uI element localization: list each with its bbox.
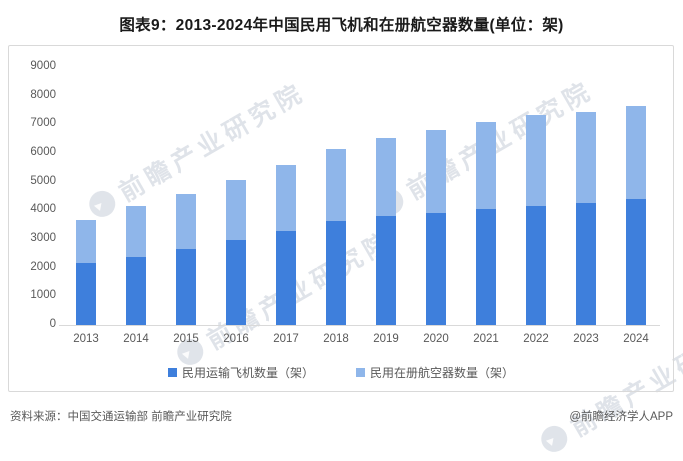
bar-segment-registered-aircraft <box>126 205 146 258</box>
footer: 资料来源：中国交通运输部 前瞻产业研究院 @前瞻经济学人APP <box>0 408 683 424</box>
bar-group-2018 <box>326 149 346 325</box>
bar-segment-transport-aircraft <box>226 240 246 325</box>
bar-group-2014 <box>126 205 146 325</box>
bar-segment-transport-aircraft <box>426 213 446 325</box>
legend-label: 民用运输飞机数量（架） <box>181 366 314 380</box>
x-axis-line <box>59 325 660 326</box>
x-tick-label: 2013 <box>73 333 99 345</box>
y-tick-label: 1000 <box>30 289 56 302</box>
chart-title: 图表9：2013-2024年中国民用飞机和在册航空器数量(单位：架) <box>119 17 564 34</box>
bar-segment-transport-aircraft <box>626 199 646 325</box>
bar-group-2020 <box>426 130 446 325</box>
bar-group-2022 <box>526 114 546 325</box>
bar-segment-transport-aircraft <box>326 220 346 325</box>
x-tick-label: 2017 <box>273 333 299 345</box>
credit-note: @前瞻经济学人APP <box>569 411 673 423</box>
bar-segment-registered-aircraft <box>626 105 646 200</box>
bar-group-2015 <box>176 194 196 325</box>
bar-segment-registered-aircraft <box>476 122 496 209</box>
legend-swatch-dark-blue <box>167 368 177 377</box>
bar-segment-registered-aircraft <box>526 114 546 206</box>
bar-segment-registered-aircraft <box>226 180 246 241</box>
bar-segment-transport-aircraft <box>76 263 96 325</box>
bar-segment-transport-aircraft <box>476 208 496 325</box>
legend: 民用运输飞机数量（架） 民用在册航空器数量（架） <box>9 364 673 381</box>
bar-group-2016 <box>226 180 246 325</box>
bar-group-2023 <box>576 111 596 325</box>
bar-group-2013 <box>76 219 96 325</box>
bar-group-2021 <box>476 122 496 325</box>
y-tick-label: 9000 <box>30 60 56 72</box>
x-tick-label: 2022 <box>523 333 549 345</box>
chart-page: { "title": "图表9：2013-2024年中国民用飞机和在册航空器数量… <box>0 0 683 442</box>
x-tick-label: 2023 <box>573 333 599 345</box>
x-tick-label: 2019 <box>373 333 399 345</box>
x-tick-label: 2020 <box>423 333 449 345</box>
bar-segment-registered-aircraft <box>276 164 296 231</box>
source-note: 资料来源：中国交通运输部 前瞻产业研究院 <box>10 411 232 423</box>
y-tick-label: 7000 <box>30 117 56 130</box>
chart-panel: 0 1000 2000 3000 4000 5000 6000 7000 8000 9000 20… <box>8 45 674 392</box>
x-tick-label: 2015 <box>173 333 199 345</box>
bar-group-2019 <box>376 137 396 325</box>
y-tick-label: 3000 <box>30 232 56 244</box>
y-tick-label: 6000 <box>30 146 56 158</box>
legend-label: 民用在册航空器数量（架） <box>370 366 515 380</box>
y-tick-label: 0 <box>49 318 56 330</box>
legend-item-transport-aircraft: 民用运输飞机数量（架） <box>167 364 314 381</box>
legend-item-registered-aircraft: 民用在册航空器数量（架） <box>356 364 514 381</box>
bar-group-2017 <box>276 164 296 325</box>
bar-segment-transport-aircraft <box>376 215 396 325</box>
bar-segment-registered-aircraft <box>376 137 396 216</box>
bar-segment-transport-aircraft <box>276 230 296 325</box>
x-tick-label: 2014 <box>123 333 149 345</box>
x-tick-label: 2024 <box>623 333 649 345</box>
y-tick-label: 5000 <box>30 174 56 187</box>
bar-segment-registered-aircraft <box>76 219 96 264</box>
bar-segment-transport-aircraft <box>176 249 196 325</box>
bar-segment-transport-aircraft <box>526 205 546 325</box>
x-tick-label: 2021 <box>473 333 499 345</box>
bar-segment-registered-aircraft <box>576 111 596 203</box>
y-tick-label: 4000 <box>30 203 56 216</box>
bar-segment-transport-aircraft <box>126 257 146 325</box>
bar-segment-registered-aircraft <box>176 194 196 250</box>
y-tick-label: 8000 <box>30 88 56 101</box>
x-tick-label: 2018 <box>323 333 349 345</box>
y-tick-label: 2000 <box>30 260 56 273</box>
bar-segment-registered-aircraft <box>426 130 446 214</box>
bar-segment-transport-aircraft <box>576 202 596 325</box>
legend-swatch-light-blue <box>356 368 365 377</box>
x-tick-label: 2016 <box>223 333 249 345</box>
bar-group-2024 <box>626 105 646 325</box>
bar-segment-registered-aircraft <box>326 149 346 221</box>
qianzhan-bird-logo-icon <box>536 421 573 457</box>
